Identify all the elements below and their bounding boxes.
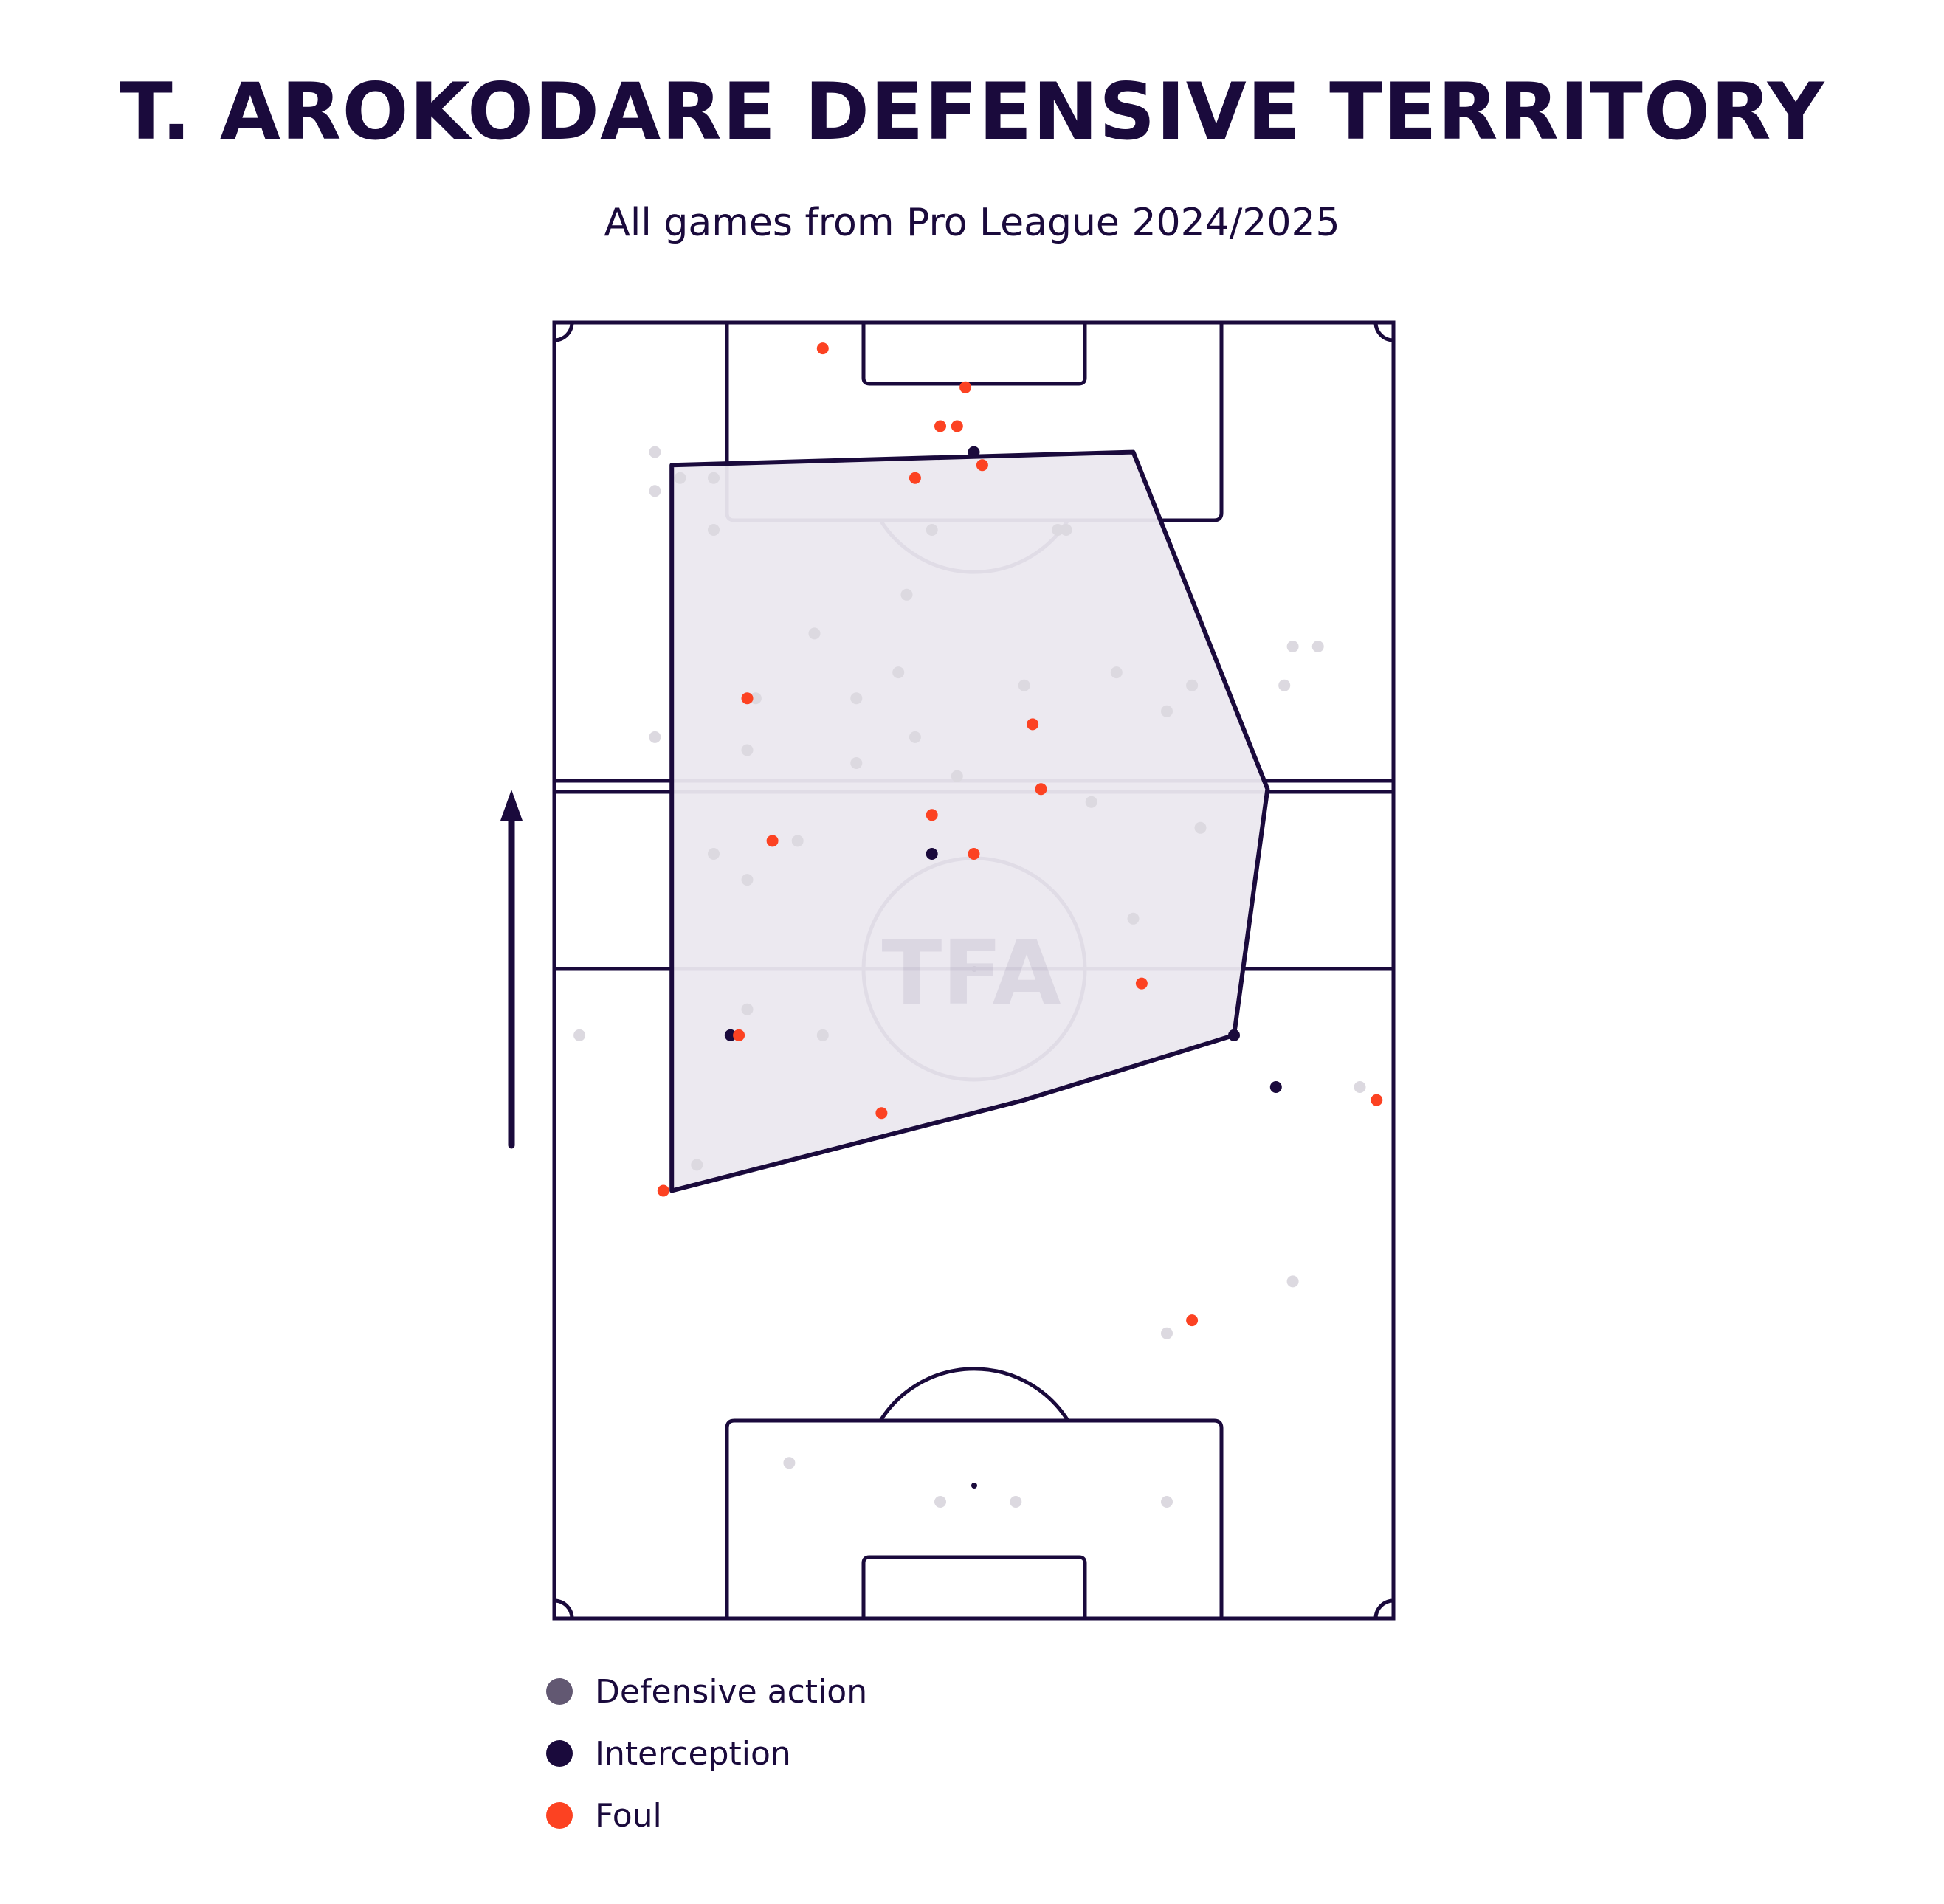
foul-point xyxy=(959,381,972,393)
interception-point xyxy=(968,446,980,458)
defensive-action-point xyxy=(900,588,913,601)
defensive-action-point xyxy=(649,446,661,458)
defensive-action-point xyxy=(1286,1275,1299,1288)
foul-point xyxy=(909,472,921,484)
defensive-action-point xyxy=(708,472,720,484)
corner-arc-bottom-left xyxy=(554,1598,574,1619)
top-six-yard-box xyxy=(861,322,1087,386)
foul-point xyxy=(741,692,754,705)
foul-point xyxy=(934,420,946,432)
territory-polygon xyxy=(669,449,1270,1193)
defensive-action-point xyxy=(1052,524,1064,536)
corner-arc-top-left xyxy=(554,322,574,342)
defensive-action-point xyxy=(1161,1496,1173,1508)
defensive-action-point xyxy=(934,1496,946,1508)
bottom-penalty-spot xyxy=(971,1483,977,1489)
bottom-penalty-box xyxy=(725,1418,1224,1618)
chart-subtitle: All games from Pro League 2024/2025 xyxy=(604,201,1340,245)
bottom-six-yard-box xyxy=(861,1555,1087,1618)
defensive-action-point xyxy=(674,472,686,484)
legend-item-foul: Foul xyxy=(546,1784,867,1846)
defensive-action-point xyxy=(649,485,661,497)
corner-arc-bottom-right xyxy=(1373,1598,1394,1619)
legend: Defensive action Interception Foul xyxy=(546,1660,867,1846)
defensive-action-point xyxy=(951,770,963,782)
defensive-action-point xyxy=(741,1003,754,1015)
defensive-action-point xyxy=(1186,679,1199,691)
legend-label-foul: Foul xyxy=(595,1796,662,1835)
defensive-action-point xyxy=(850,692,863,705)
defensive-action-point xyxy=(708,524,720,536)
defensive-action-point xyxy=(749,692,762,705)
defensive-action-point xyxy=(649,731,661,743)
defensive-action-point xyxy=(691,1159,703,1171)
interception-point xyxy=(926,848,938,860)
foul-point xyxy=(968,848,980,860)
defensive-action-point xyxy=(816,1029,829,1041)
defensive-action-point xyxy=(741,744,754,756)
defensive-action-point xyxy=(1354,1081,1366,1093)
interception-point xyxy=(1228,1029,1240,1041)
interception-point xyxy=(724,1029,737,1041)
defensive-action-point xyxy=(1278,679,1291,691)
defensive-action-point xyxy=(808,627,821,640)
defensive-action-point xyxy=(791,835,804,847)
defensive-action-point xyxy=(1010,1496,1022,1508)
defensive-action-point xyxy=(850,757,863,769)
defensive-action-point xyxy=(1194,821,1207,834)
defensive-action-point xyxy=(1311,641,1324,652)
legend-label-defensive-action: Defensive action xyxy=(595,1672,868,1711)
defensive-action-point xyxy=(1161,705,1173,717)
legend-dot-foul xyxy=(546,1802,573,1829)
foul-point xyxy=(1027,718,1039,731)
legend-item-interception: Interception xyxy=(546,1722,867,1784)
territory-layer xyxy=(669,449,1270,1193)
defensive-action-point xyxy=(1060,524,1072,536)
defensive-action-point xyxy=(926,524,938,536)
defensive-action-point xyxy=(909,731,921,743)
foul-point xyxy=(816,342,829,355)
interception-point xyxy=(1269,1081,1282,1093)
defensive-action-point xyxy=(1127,912,1140,925)
defensive-action-point xyxy=(708,848,720,860)
points-layer xyxy=(573,342,1383,1508)
defensive-action-point xyxy=(1110,666,1123,679)
defensive-action-point xyxy=(1085,796,1097,808)
chart-title: T. AROKODARE DEFENSIVE TERRITORY xyxy=(119,66,1825,157)
arrow-head xyxy=(500,790,523,821)
corner-arc-top-right xyxy=(1373,322,1394,342)
legend-label-interception: Interception xyxy=(595,1734,791,1773)
defensive-action-point xyxy=(1018,679,1030,691)
foul-point xyxy=(1135,977,1148,990)
foul-point xyxy=(1186,1314,1199,1327)
foul-point xyxy=(733,1029,745,1041)
bottom-penalty-arc xyxy=(878,1367,1070,1422)
foul-point xyxy=(766,835,779,847)
defensive-action-point xyxy=(741,874,754,886)
legend-item-defensive-action: Defensive action xyxy=(546,1660,867,1722)
foul-point xyxy=(1035,783,1047,796)
foul-point xyxy=(1371,1094,1383,1106)
foul-point xyxy=(875,1107,888,1120)
defensive-action-point xyxy=(1286,641,1299,652)
foul-point xyxy=(926,809,938,821)
watermark: TFA xyxy=(882,922,1061,1025)
defensive-action-point xyxy=(892,666,905,679)
attacking-direction-arrow xyxy=(500,790,523,1149)
foul-point xyxy=(951,420,963,432)
foul-point xyxy=(976,459,988,472)
legend-dot-defensive-action xyxy=(546,1678,573,1705)
foul-point xyxy=(657,1184,669,1197)
defensive-action-point xyxy=(573,1029,586,1041)
legend-dot-interception xyxy=(546,1740,573,1767)
defensive-action-point xyxy=(1161,1327,1173,1339)
defensive-action-point xyxy=(783,1457,796,1469)
